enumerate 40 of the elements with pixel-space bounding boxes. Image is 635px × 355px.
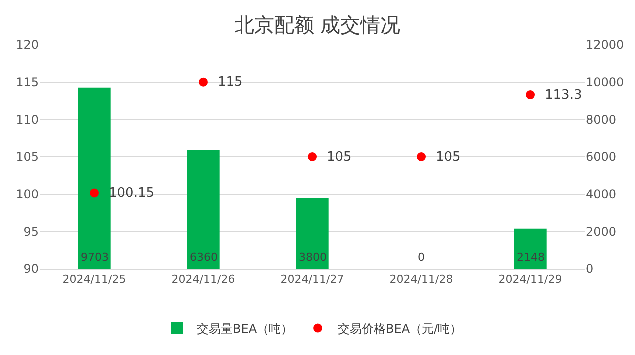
chart-title: 北京配额 成交情况 xyxy=(234,12,401,37)
x-tick-label: 2024/11/29 xyxy=(498,273,562,286)
point xyxy=(308,152,317,162)
y2-tick-label: 8000 xyxy=(586,112,617,127)
y2-tick-label: 12000 xyxy=(586,38,624,52)
data-label: 105 xyxy=(436,150,461,165)
bar xyxy=(296,198,329,269)
bar xyxy=(514,228,547,269)
point xyxy=(526,90,535,100)
y2-tick-label: 10000 xyxy=(586,76,624,90)
bar xyxy=(187,150,220,269)
y-tick-label: 120 xyxy=(16,38,39,52)
y-tick-label: 105 xyxy=(16,150,39,164)
data-label: 115 xyxy=(218,75,243,90)
y-tick-label: 100 xyxy=(16,188,39,202)
x-tick-label: 2024/11/28 xyxy=(390,273,454,286)
data-label: 6360 xyxy=(190,251,218,264)
data-label: 105 xyxy=(327,150,352,165)
x-tick-label: 2024/11/27 xyxy=(280,273,344,286)
data-label: 9703 xyxy=(81,251,109,264)
x-tick-label: 2024/11/25 xyxy=(62,273,126,286)
y2-tick-label: 4000 xyxy=(586,188,617,202)
data-label: 3800 xyxy=(299,251,327,264)
point xyxy=(199,78,208,87)
y-tick-label: 110 xyxy=(16,112,39,127)
y-tick-label: 95 xyxy=(24,224,39,239)
y-tick-label: 115 xyxy=(16,76,39,90)
x-tick-label: 2024/11/26 xyxy=(172,273,236,286)
data-label: 113.3 xyxy=(545,88,582,103)
point xyxy=(417,152,426,162)
data-label: 2148 xyxy=(517,251,545,264)
point xyxy=(90,188,99,198)
y2-tick-label: 2000 xyxy=(586,224,617,239)
y2-tick-label: 6000 xyxy=(586,150,617,164)
data-label: 0 xyxy=(418,251,425,264)
legend-label: 交易量BEA（吨） xyxy=(197,322,294,336)
bar xyxy=(78,88,111,269)
y-tick-label: 90 xyxy=(24,262,39,276)
legend-label: 交易价格BEA（元/吨） xyxy=(338,322,462,336)
y2-tick-label: 0 xyxy=(586,262,594,276)
